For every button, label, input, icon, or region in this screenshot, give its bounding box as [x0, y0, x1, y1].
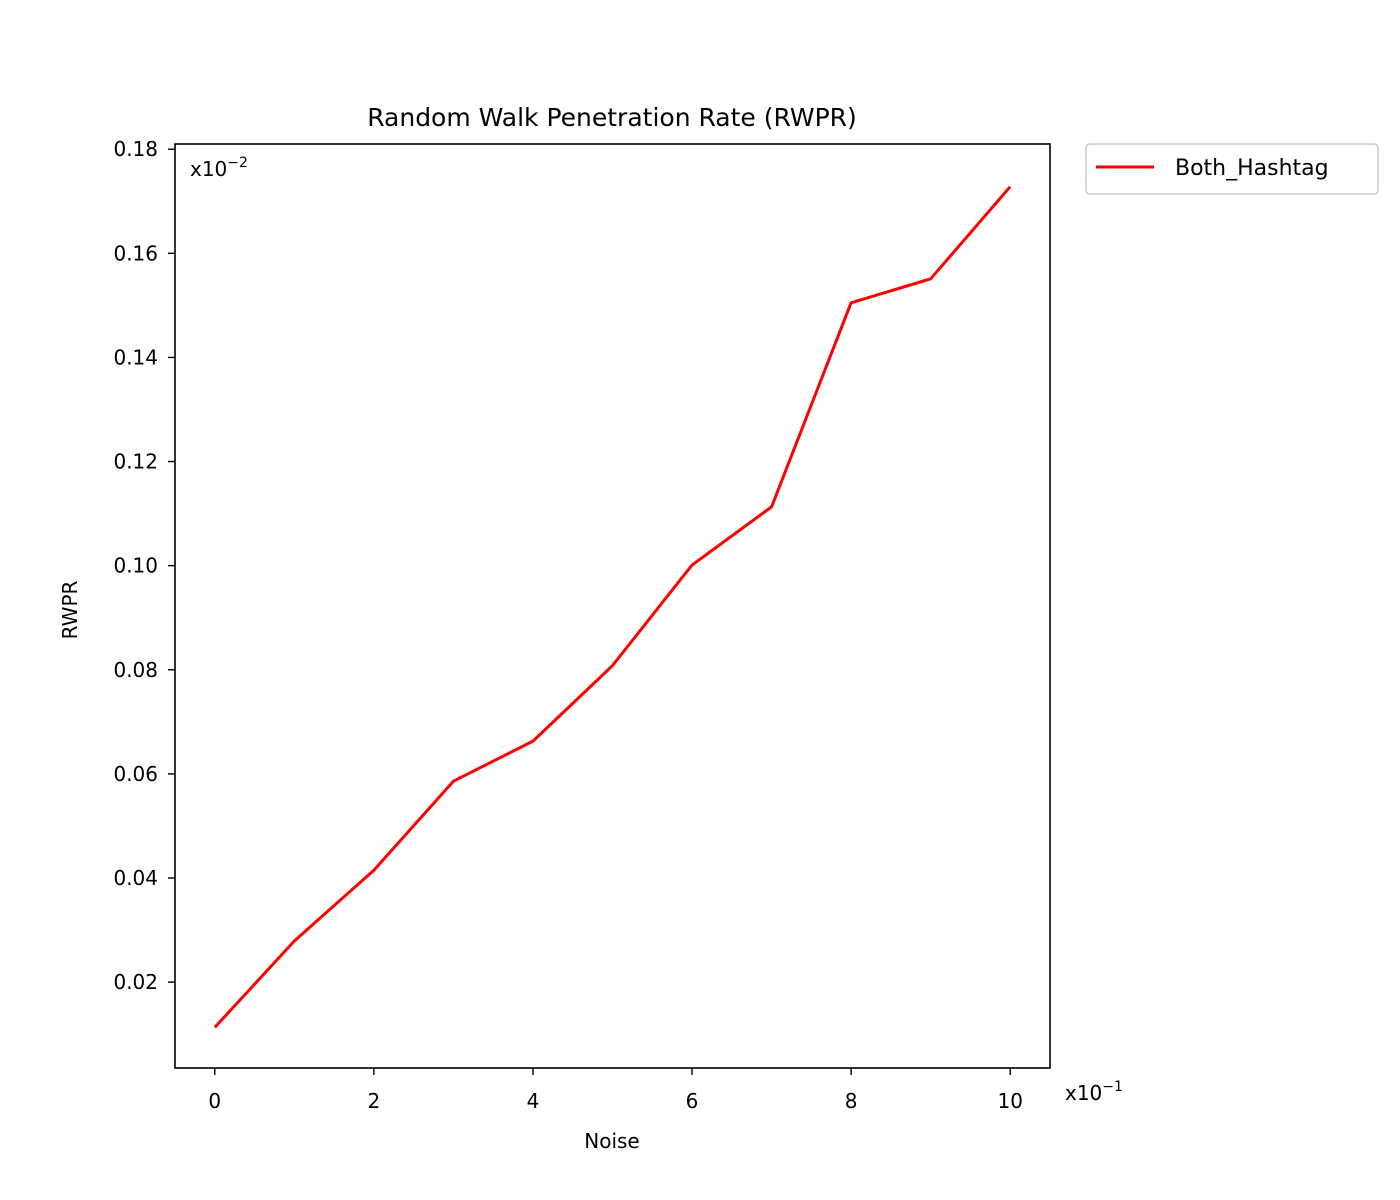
- x-multiplier-exponent: −1: [1102, 1079, 1123, 1095]
- y-tick-label: 0.12: [113, 450, 158, 474]
- x-tick-label: 10: [998, 1089, 1023, 1113]
- x-axis-multiplier: x10−1: [1065, 1079, 1123, 1105]
- x-tick-label: 0: [208, 1089, 221, 1113]
- x-tick-label: 8: [845, 1089, 858, 1113]
- x-axis-label: Noise: [584, 1129, 639, 1153]
- y-multiplier-exponent: −2: [227, 155, 248, 171]
- y-tick-label: 0.18: [113, 137, 158, 161]
- y-tick-label: 0.06: [113, 762, 158, 786]
- y-axis-label: RWPR: [58, 580, 82, 639]
- y-axis-multiplier: x10−2: [190, 155, 248, 181]
- x-tick-label: 6: [686, 1089, 699, 1113]
- y-axis-ticks: 0.02 0.04 0.06 0.08 0.10 0.12 0.14 0.16 0.18: [113, 137, 175, 994]
- series-layer: [213, 185, 1012, 1029]
- x-tick-label: 4: [527, 1089, 540, 1113]
- y-tick-label: 0.04: [113, 866, 158, 890]
- x-axis-ticks: 0 2 4 6 8 10: [208, 1068, 1023, 1113]
- legend-label: Both_Hashtag: [1175, 156, 1329, 181]
- x-tick-label: 2: [367, 1089, 380, 1113]
- y-tick-label: 0.08: [113, 658, 158, 682]
- y-tick-label: 0.14: [113, 345, 158, 369]
- plot-area: [174, 143, 1051, 1069]
- x-multiplier-base: x10: [1065, 1081, 1102, 1105]
- y-tick-label: 0.16: [113, 241, 158, 265]
- y-tick-label: 0.10: [113, 554, 158, 578]
- y-multiplier-base: x10: [190, 157, 227, 181]
- legend-box: [1085, 143, 1379, 195]
- series-line: [213, 185, 1012, 1029]
- chart-title: Random Walk Penetration Rate (RWPR): [367, 103, 857, 132]
- y-tick-label: 0.02: [113, 970, 158, 994]
- legend: Both_Hashtag: [1085, 143, 1379, 195]
